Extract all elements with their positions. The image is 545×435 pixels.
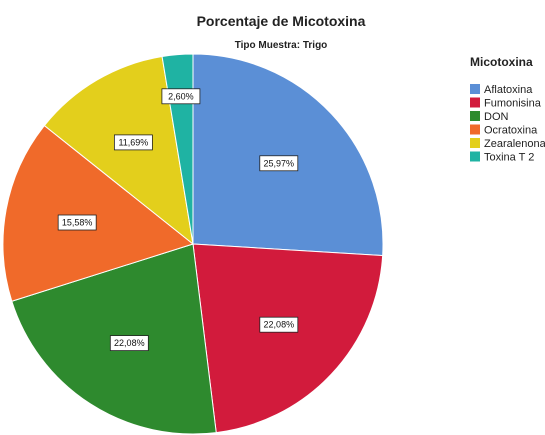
legend-label-4: Zearalenona [484,138,545,150]
chart-subtitle: Tipo Muestra: Trigo [235,40,328,51]
data-label-box-1 [259,316,299,333]
data-label-text-3: 15,58% [62,218,93,228]
legend-swatch-4 [470,138,480,148]
legend-label-1: Fumonisina [484,98,542,110]
legend-swatch-0 [470,84,480,94]
data-label-3: 15,58% [57,214,97,231]
data-label-box-0 [259,155,299,172]
pie-data-labels: 25,97% 22,08% 22,08% 15,58% 11,69% 2,60% [57,88,299,352]
data-label-1: 22,08% [259,316,299,333]
legend-swatch-5 [470,151,480,162]
data-label-text-2: 22,08% [114,338,145,348]
data-label-5: 2,60% [161,88,201,105]
pie-slice-0 [192,53,384,257]
data-label-box-2 [109,335,149,352]
data-label-text-4: 11,69% [118,137,148,147]
data-label-text-1: 22,08% [264,320,295,330]
legend-label-0: Aflatoxina [484,84,533,96]
legend-swatch-2 [470,111,480,121]
data-label-2: 22,08% [109,335,149,352]
chart-title: Porcentaje de Micotoxina [197,13,366,29]
legend-label-3: Ocratoxina [484,125,538,137]
data-label-4: 11,69% [113,134,153,151]
legend-title: Micotoxina [470,55,533,69]
data-label-text-0: 25,97% [264,158,295,168]
pie-slices [2,53,384,435]
data-label-box-3 [57,214,97,231]
pie-slice-3 [2,124,195,302]
data-label-box-5 [161,88,201,105]
legend-label-2: DON [484,111,509,123]
data-label-0: 25,97% [259,155,299,172]
pie-slice-1 [192,243,384,434]
data-label-box-4 [113,134,153,151]
legend-swatch-3 [470,124,480,135]
legend-label-5: Toxina T 2 [484,152,534,164]
data-label-text-5: 2,60% [168,91,194,101]
legend-swatch-1 [470,97,480,108]
